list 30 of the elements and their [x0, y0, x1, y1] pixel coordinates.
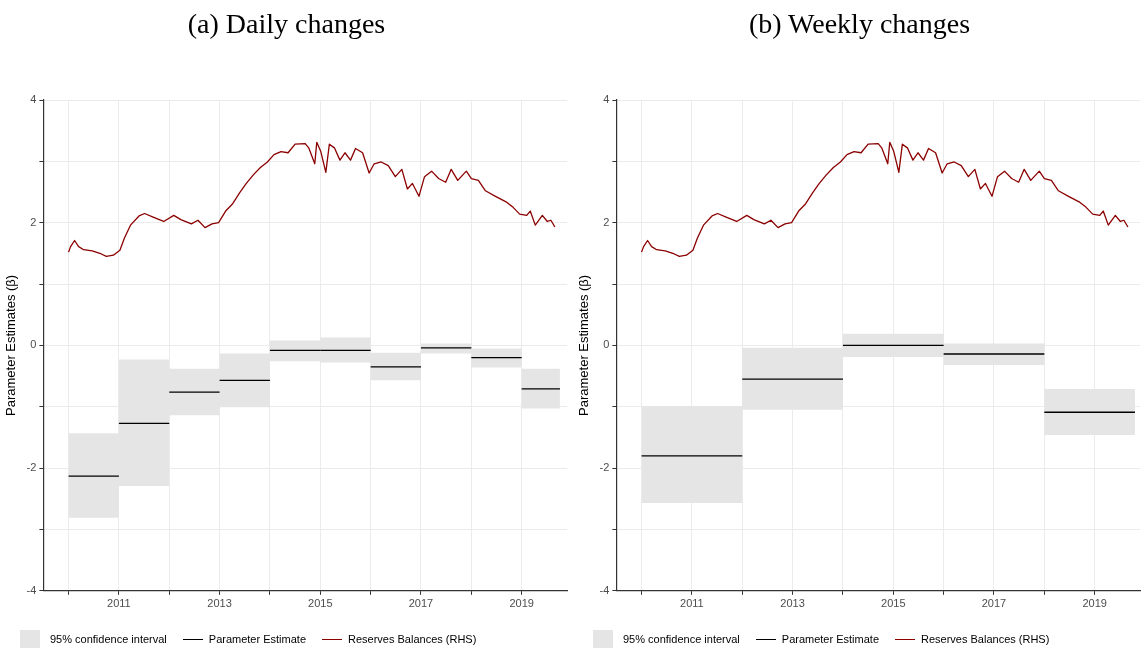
legend-label: Reserves Balances (RHS) [348, 633, 477, 645]
y-tick-label: 2 [603, 215, 610, 228]
x-tick-label: 2019 [509, 597, 534, 610]
x-tick-label: 2011 [680, 597, 704, 610]
chart-title: (b) Weekly changes [747, 8, 972, 40]
y-tick-label: -2 [26, 461, 37, 474]
x-tick-label: 2013 [780, 597, 805, 610]
x-tick-label: 2015 [308, 597, 333, 610]
legend-label: Parameter Estimate [781, 633, 879, 645]
text: 95% confidence interval [50, 633, 167, 645]
text: 95% confidence interval [623, 633, 740, 645]
legend-label: Parameter Estimate [208, 633, 306, 645]
y-tick-label: -4 [599, 583, 610, 596]
x-tick-label: 2017 [408, 597, 434, 610]
y-axis-title: Parameter Estimates (β) [576, 274, 592, 416]
x-tick-label: 2017 [981, 597, 1007, 610]
y-tick-label: 0 [30, 338, 37, 351]
x-tick-label: 2011 [107, 597, 131, 610]
x-tick-label: 2013 [207, 597, 232, 610]
y-tick-label: 4 [603, 93, 610, 106]
y-axis-title: Parameter Estimates (β) [3, 274, 19, 416]
x-tick-label: 2019 [1082, 597, 1107, 610]
legend-label: Reserves Balances (RHS) [921, 633, 1050, 645]
y-tick-label: 4 [30, 93, 37, 106]
y-tick-label: 2 [30, 215, 37, 228]
y-tick-label: -2 [599, 461, 610, 474]
y-tick-label: -4 [26, 583, 37, 596]
x-tick-label: 2015 [881, 597, 906, 610]
y-tick-label: 0 [603, 338, 610, 351]
chart-title: (a) Daily changes [186, 8, 387, 40]
